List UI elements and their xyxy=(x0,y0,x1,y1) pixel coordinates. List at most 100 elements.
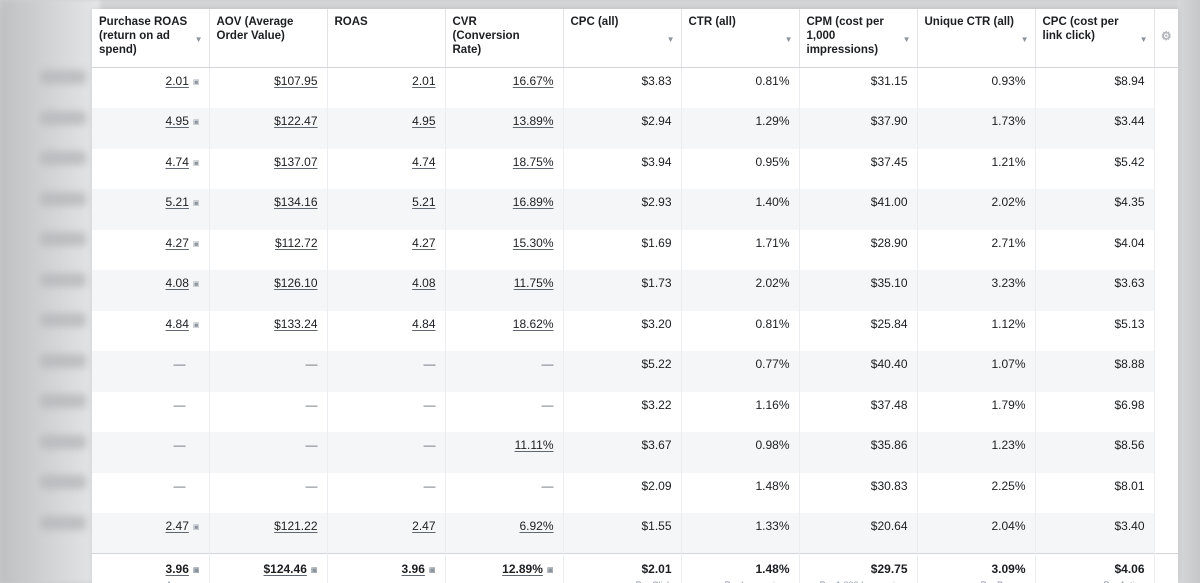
column-header-purchase-roas-return-on-ad-spend[interactable]: Purchase ROAS (return on ad spend) ▼ xyxy=(92,9,210,68)
cell-value[interactable]: 4.08 xyxy=(412,276,436,290)
cell-value[interactable]: 4.27 xyxy=(412,235,436,250)
cell-value[interactable]: $134.16 xyxy=(274,195,318,209)
cell-value[interactable]: $126.10 xyxy=(274,276,318,290)
cell-value[interactable]: 4.08 xyxy=(165,276,189,290)
cell-cvr-conversion-rate[interactable]: 11.75% xyxy=(445,270,564,311)
cell-purchase-roas-return-on-ad-spend[interactable]: 4.08 ▣ xyxy=(92,270,210,311)
cell-cvr-conversion-rate[interactable]: 18.75% xyxy=(445,148,564,189)
cell-purchase-roas-return-on-ad-spend[interactable]: 5.21 ▣ xyxy=(92,189,210,230)
cell-value[interactable]: 13.89% xyxy=(512,114,554,128)
cell-aov-average-order-value[interactable]: $133.24 xyxy=(209,310,328,351)
cell-cvr-conversion-rate[interactable]: 18.62% xyxy=(445,310,564,351)
info-icon[interactable]: ▣ xyxy=(428,567,436,574)
cell-value[interactable]: $107.95 xyxy=(274,74,318,88)
cell-value[interactable]: 4.74 xyxy=(165,154,189,169)
cell-roas[interactable]: 4.08 xyxy=(327,270,446,311)
cell-value[interactable]: 2.01 xyxy=(412,74,436,88)
cell-value[interactable]: 11.75% xyxy=(513,276,554,290)
cell-cvr-conversion-rate[interactable]: 16.89% xyxy=(445,189,564,230)
cell-value[interactable]: 5.21 xyxy=(165,195,189,209)
cell-aov-average-order-value[interactable]: $134.16 xyxy=(209,189,328,230)
chevron-down-icon[interactable]: ▼ xyxy=(1020,35,1029,44)
column-header-unique-ctr-all[interactable]: Unique CTR (all) ▼ xyxy=(917,9,1036,68)
column-header-ctr-all[interactable]: CTR (all) ▼ xyxy=(681,9,800,68)
cell-purchase-roas-return-on-ad-spend[interactable]: 2.47 ▣ xyxy=(92,513,210,554)
cell-value[interactable]: $137.07 xyxy=(274,154,318,169)
cell-value[interactable]: 5.21 xyxy=(412,195,436,209)
cell-value[interactable]: 4.84 xyxy=(165,316,189,331)
cell-value[interactable]: $112.72 xyxy=(275,235,318,250)
chevron-down-icon[interactable]: ▼ xyxy=(784,35,793,44)
info-icon[interactable]: ▣ xyxy=(192,200,200,207)
cell-aov-average-order-value[interactable]: $107.95 xyxy=(209,67,328,108)
cell-aov-average-order-value[interactable]: $112.72 xyxy=(209,229,328,270)
column-header-aov-average-order-value[interactable]: AOV (Average Order Value) xyxy=(209,9,328,68)
cell-roas[interactable]: 4.27 xyxy=(327,229,446,270)
cell-value[interactable]: $133.24 xyxy=(274,316,318,331)
cell-cvr-conversion-rate[interactable]: 16.67% xyxy=(445,67,564,108)
cell-value[interactable]: 15.30% xyxy=(512,235,554,250)
column-header-cpm-cost-per-1-000-impressions[interactable]: CPM (cost per 1,000 impressions) ▼ xyxy=(799,9,918,68)
column-header-cpc-cost-per-link-click[interactable]: CPC (cost per link click) ▼ xyxy=(1035,9,1155,68)
cell-roas[interactable]: 4.84 xyxy=(327,310,446,351)
info-icon[interactable]: ▣ xyxy=(192,119,200,126)
cell-value[interactable]: $122.47 xyxy=(274,114,318,128)
cell-aov-average-order-value[interactable]: $126.10 xyxy=(209,270,328,311)
cell-roas[interactable]: 2.47 xyxy=(327,513,446,554)
cell-value[interactable]: 16.67% xyxy=(512,74,554,88)
cell-cvr-conversion-rate[interactable]: 13.89% xyxy=(445,108,564,149)
cell-roas[interactable]: 4.95 xyxy=(327,108,446,149)
cell-value[interactable]: 4.95 xyxy=(412,114,436,128)
column-header-cvr-conversion-rate[interactable]: CVR (Conversion Rate) xyxy=(445,9,564,68)
cell-value[interactable]: 4.74 xyxy=(412,154,436,169)
info-icon[interactable]: ▣ xyxy=(310,567,318,574)
cell-cvr-conversion-rate[interactable]: 15.30% xyxy=(445,229,564,270)
info-icon[interactable]: ▣ xyxy=(192,524,200,531)
info-icon[interactable]: ▣ xyxy=(192,159,200,167)
cell-roas[interactable]: 5.21 xyxy=(327,189,446,230)
cell-value[interactable]: 4.95 xyxy=(165,114,189,128)
cell-roas[interactable]: 4.74 xyxy=(327,148,446,189)
cell-value[interactable]: 2.47 xyxy=(165,519,189,533)
info-icon[interactable]: ▣ xyxy=(192,567,200,574)
cell-value[interactable]: 4.27 xyxy=(165,235,189,250)
customize-columns-header[interactable]: ⚙ xyxy=(1154,9,1178,68)
cell-value[interactable]: 18.75% xyxy=(512,154,554,169)
cell-cvr-conversion-rate[interactable]: 6.92% xyxy=(445,513,564,554)
cell-cvr-conversion-rate[interactable]: 11.11% xyxy=(445,432,564,473)
chevron-down-icon[interactable]: ▼ xyxy=(194,35,203,44)
cell-purchase-roas-return-on-ad-spend[interactable]: 4.84 ▣ xyxy=(92,310,210,351)
cell-aov-average-order-value[interactable]: $137.07 xyxy=(209,148,328,189)
column-header-roas[interactable]: ROAS xyxy=(327,9,446,68)
cell-aov-average-order-value[interactable]: $122.47 xyxy=(209,108,328,149)
cell-purchase-roas-return-on-ad-spend[interactable]: 2.01 ▣ xyxy=(92,67,210,108)
cell-value: 2.02% xyxy=(755,276,790,290)
cell-purchase-roas-return-on-ad-spend[interactable]: 4.95 ▣ xyxy=(92,108,210,149)
cell-value[interactable]: 6.92% xyxy=(519,519,554,533)
cell-value: 0.81% xyxy=(755,316,790,331)
cell-value[interactable]: $121.22 xyxy=(274,519,318,533)
cell-value[interactable]: 11.11% xyxy=(514,438,554,452)
info-icon[interactable]: ▣ xyxy=(192,281,200,288)
chevron-down-icon[interactable]: ▼ xyxy=(1139,35,1148,44)
cell-cpc-cost-per-link-click: $4.04 xyxy=(1035,229,1155,270)
cell-value[interactable]: 4.84 xyxy=(412,316,436,331)
cell-roas[interactable]: 2.01 xyxy=(327,67,446,108)
info-icon[interactable]: ▣ xyxy=(192,79,200,86)
cell-value[interactable]: 18.62% xyxy=(512,316,554,331)
cell-purchase-roas-return-on-ad-spend[interactable]: 4.27 ▣ xyxy=(92,229,210,270)
info-icon[interactable]: ▣ xyxy=(546,567,554,574)
info-icon[interactable]: ▣ xyxy=(192,240,200,248)
cell-aov-average-order-value[interactable]: $121.22 xyxy=(209,513,328,554)
cell-value: $20.64 xyxy=(870,519,908,533)
gear-icon[interactable]: ⚙ xyxy=(1160,29,1172,43)
cell-purchase-roas-return-on-ad-spend[interactable]: 4.74 ▣ xyxy=(92,148,210,189)
column-header-cpc-all[interactable]: CPC (all) ▼ xyxy=(563,9,682,68)
cell-value[interactable]: 2.47 xyxy=(412,519,436,533)
chevron-down-icon[interactable]: ▼ xyxy=(902,35,911,44)
info-icon[interactable]: ▣ xyxy=(192,321,200,329)
blurred-row-name xyxy=(40,191,86,206)
chevron-down-icon[interactable]: ▼ xyxy=(666,35,675,44)
cell-value[interactable]: 2.01 xyxy=(165,74,189,88)
cell-value[interactable]: 16.89% xyxy=(512,195,554,209)
